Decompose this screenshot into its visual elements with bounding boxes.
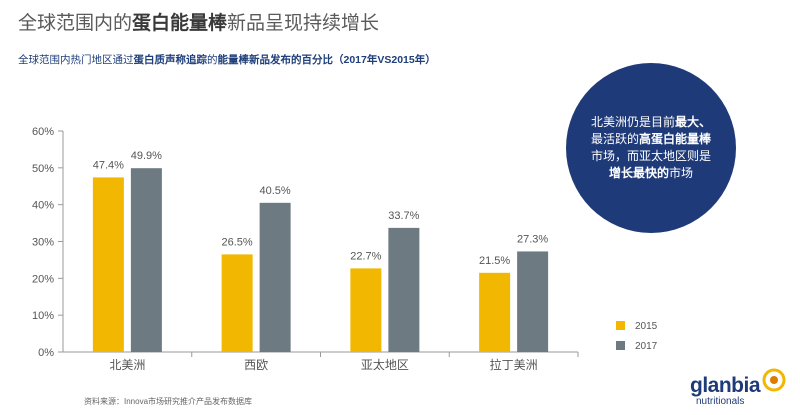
callout-l3: 市场，而亚太地区则是 [590,149,711,163]
chart-subtitle: 全球范围内热门地区通过蛋白质声称追踪的能量棒新品发布的百分比（2017年VS20… [18,52,436,67]
legend-label: 2017 [635,341,658,352]
y-tick-label: 0% [38,347,54,359]
y-tick-label: 20% [32,273,54,285]
callout-l2a: 最活跃的 [590,132,639,146]
callout-l4b: 市场 [669,166,694,180]
subtitle-part-4: 能量棒新品发布的百分比（2017年VS2015年） [217,54,436,66]
logo-swirl-icon [762,368,786,392]
subtitle-part-2: 蛋白质声称追踪 [133,54,208,66]
x-tick-label: 亚太地区 [361,357,409,372]
source-note: 资料来源：Innova市场研究推介产品发布数据库 [84,397,253,406]
glanbia-logo: glanbia nutritionals [690,368,790,410]
y-tick-label: 30% [32,237,54,249]
data-label: 27.3% [517,233,548,245]
data-label: 33.7% [388,210,419,222]
y-tick-label: 60% [32,126,54,138]
y-tick-label: 50% [32,163,54,175]
bar-2015 [350,268,382,352]
data-label: 21.5% [479,255,510,267]
callout-l1a: 北美洲仍是目前 [590,115,675,129]
bar-2017 [259,202,291,352]
legend-label: 2015 [635,321,658,332]
data-label: 26.5% [222,236,253,248]
bar-2017 [130,168,162,352]
x-tick-label: 西欧 [244,358,268,372]
title-part-1: 全球范围内的 [18,13,133,34]
data-label: 22.7% [350,250,381,262]
bar-2015 [92,177,124,352]
bar-2015 [221,254,253,352]
title-part-3: 新品呈现持续增长 [227,13,380,34]
data-label: 47.4% [93,159,124,171]
bar-2015 [479,272,511,352]
subtitle-part-3: 的 [207,54,218,66]
y-tick-label: 40% [32,200,54,212]
callout-l4a: 增长最快的 [608,166,669,180]
subtitle-part-1: 全球范围内热门地区通过 [18,54,134,66]
y-tick-label: 10% [32,310,54,322]
title-part-2: 蛋白能量棒 [132,13,228,34]
data-label: 40.5% [260,185,291,197]
bar-2017 [388,227,420,352]
callout-text: 北美洲仍是目前最大、 最活跃的高蛋白能量棒 市场，而亚太地区则是 增长最快的市场 [591,114,711,182]
logo-sub: nutritionals [696,396,745,407]
x-tick-label: 北美洲 [109,358,145,372]
callout-l1b: 最大、 [675,115,712,129]
x-tick-label: 拉丁美洲 [490,357,538,372]
legend-swatch-2017 [616,341,625,350]
bar-2017 [517,251,549,352]
legend-swatch-2015 [616,321,625,330]
callout-l2b: 高蛋白能量棒 [639,132,712,146]
page-title: 全球范围内的蛋白能量棒新品呈现持续增长 [18,8,379,35]
callout-bubble: 北美洲仍是目前最大、 最活跃的高蛋白能量棒 市场，而亚太地区则是 增长最快的市场 [566,63,736,233]
logo-word: glanbia [690,374,761,397]
data-label: 49.9% [131,150,162,162]
